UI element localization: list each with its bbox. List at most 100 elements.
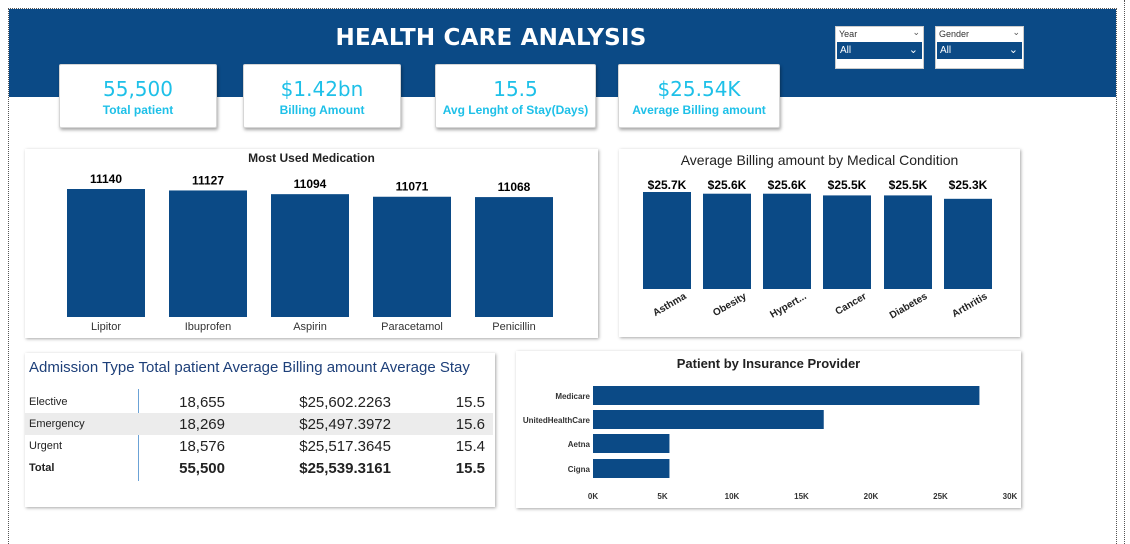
data-label: $25.6K: [708, 178, 747, 192]
category-label: Paracetamol: [381, 321, 443, 333]
table-header: Admission Type Total patient Average Bil…: [29, 359, 470, 376]
page-edge: [1124, 0, 1125, 544]
page-title: HEALTH CARE ANALYSIS: [335, 25, 647, 51]
kpi-label: Total patient: [102, 103, 174, 117]
category-label: Cigna: [568, 465, 591, 474]
category-label: Aspirin: [293, 321, 327, 333]
cell-admission-type: Urgent: [29, 440, 63, 452]
chevron-down-icon[interactable]: ⌄: [1012, 27, 1020, 37]
category-label: Asthma: [651, 291, 689, 319]
category-label: Aetna: [568, 440, 591, 449]
bar: [643, 192, 691, 289]
kpi-card-avg-stay: 15.5 Avg Lenght of Stay(Days): [435, 64, 596, 128]
column-header[interactable]: Average Stay: [380, 359, 470, 376]
bar: [823, 195, 871, 289]
bar: [593, 434, 670, 453]
data-label: $25.3K: [949, 178, 988, 192]
kpi-card-billing-amount: $1.42bn Billing Amount: [243, 64, 401, 128]
insurance-bar-chart: Medicare UnitedHealthCare Aetna Cigna 0K 5K 10…: [523, 386, 1018, 501]
chart-title: Average Billing amount by Medical Condit…: [680, 152, 959, 168]
year-filter[interactable]: Year ⌄ All ⌄: [835, 26, 924, 69]
report-frame: [8, 8, 1117, 544]
bar: [593, 410, 824, 429]
tick-label: 0K: [588, 492, 598, 501]
data-label: $25.6K: [768, 178, 807, 192]
bar: [475, 197, 553, 317]
condition-bar-chart: $25.7K Asthma $25.6K Obesity $25.6K Hypert...…: [643, 178, 992, 322]
bar: [763, 193, 811, 289]
cell-average-billing: $25,517.3645: [299, 438, 391, 455]
category-label: Cancer: [834, 291, 869, 318]
category-label: Arthritis: [950, 291, 990, 320]
cell-total-label: Total: [29, 462, 55, 474]
year-filter-value: All: [840, 45, 852, 56]
cell-admission-type: Emergency: [29, 418, 85, 430]
table-row: Elective 18,655 $25,602.2263 15.5: [25, 391, 493, 413]
data-label: 11071: [396, 180, 429, 194]
cell-average-billing: $25,497.3972: [299, 416, 391, 433]
chart-title: Patient by Insurance Provider: [676, 356, 861, 371]
cell-average-billing: $25,602.2263: [299, 394, 391, 411]
column-divider: [138, 389, 139, 481]
category-label: Lipitor: [91, 321, 121, 333]
medication-chart-card: Most Used Medication 11140 Lipitor 11127 Ib…: [25, 149, 598, 338]
data-label: 11140: [90, 172, 122, 186]
medication-bar-chart: 11140 Lipitor 11127 Ibuprofen 11094 Aspirin 11…: [67, 172, 553, 333]
gender-filter-label: Gender: [939, 29, 970, 39]
table-row: Urgent 18,576 $25,517.3645 15.4: [25, 435, 493, 457]
kpi-label: Average Billing amount: [632, 103, 766, 117]
column-header[interactable]: Total patient: [138, 359, 220, 376]
data-label: $25.5K: [828, 178, 867, 192]
category-label: Obesity: [711, 291, 749, 319]
tick-label: 20K: [864, 492, 879, 501]
tick-label: 10K: [725, 492, 740, 501]
gender-filter[interactable]: Gender ⌄ All ⌄: [935, 26, 1024, 69]
kpi-value: $1.42bn: [280, 77, 364, 101]
cell-admission-type: Elective: [29, 396, 68, 408]
insurance-chart-card: Patient by Insurance Provider Medicare Un…: [516, 351, 1021, 508]
chevron-down-icon[interactable]: ⌄: [1008, 44, 1018, 56]
cell-average-stay: 15.4: [455, 438, 485, 455]
bar: [593, 386, 980, 405]
kpi-value: 55,500: [103, 77, 173, 101]
year-filter-select[interactable]: All ⌄: [837, 42, 922, 59]
bar: [884, 195, 932, 289]
kpi-label: Avg Lenght of Stay(Days): [442, 103, 589, 117]
category-label: Hypert...: [768, 291, 808, 321]
data-label: 11068: [498, 180, 531, 194]
kpi-card-average-billing: $25.54K Average Billing amount: [618, 64, 780, 128]
cell-total-patient: 18,576: [179, 438, 225, 455]
data-label: 11127: [192, 173, 224, 187]
table-row: Emergency 18,269 $25,497.3972 15.6: [25, 413, 493, 435]
year-filter-label: Year: [839, 29, 858, 39]
admission-table-card: Admission Type Total patient Average Bil…: [25, 353, 495, 507]
chevron-down-icon[interactable]: ⌄: [912, 27, 920, 37]
tick-label: 30K: [1003, 492, 1018, 501]
bar: [169, 190, 247, 317]
cell-total-patient: 18,655: [179, 394, 225, 411]
data-label: $25.7K: [648, 178, 687, 192]
bar: [593, 459, 670, 478]
cell-average-billing: $25,539.3161: [299, 460, 391, 477]
bar: [67, 189, 145, 317]
cell-total-patient: 18,269: [179, 416, 225, 433]
column-header[interactable]: Admission Type: [29, 359, 135, 376]
column-header[interactable]: Average Billing amount: [222, 359, 377, 376]
data-label: 11094: [294, 177, 327, 191]
category-label: Diabetes: [888, 291, 930, 322]
chevron-down-icon[interactable]: ⌄: [908, 44, 918, 56]
bar: [944, 198, 992, 289]
kpi-value: $25.54K: [657, 77, 741, 101]
kpi-card-total-patient: 55,500 Total patient: [59, 64, 217, 128]
data-label: $25.5K: [889, 178, 928, 192]
gender-filter-value: All: [940, 45, 952, 56]
cell-average-stay: 15.6: [455, 416, 485, 433]
gender-filter-select[interactable]: All ⌄: [937, 42, 1022, 59]
category-label: Penicillin: [492, 321, 535, 333]
kpi-label: Billing Amount: [279, 103, 365, 117]
cell-average-stay: 15.5: [455, 394, 485, 411]
bar: [703, 193, 751, 289]
condition-chart-card: Average Billing amount by Medical Condit…: [619, 149, 1020, 337]
table-total-row: Total 55,500 $25,539.3161 15.5: [25, 457, 493, 479]
